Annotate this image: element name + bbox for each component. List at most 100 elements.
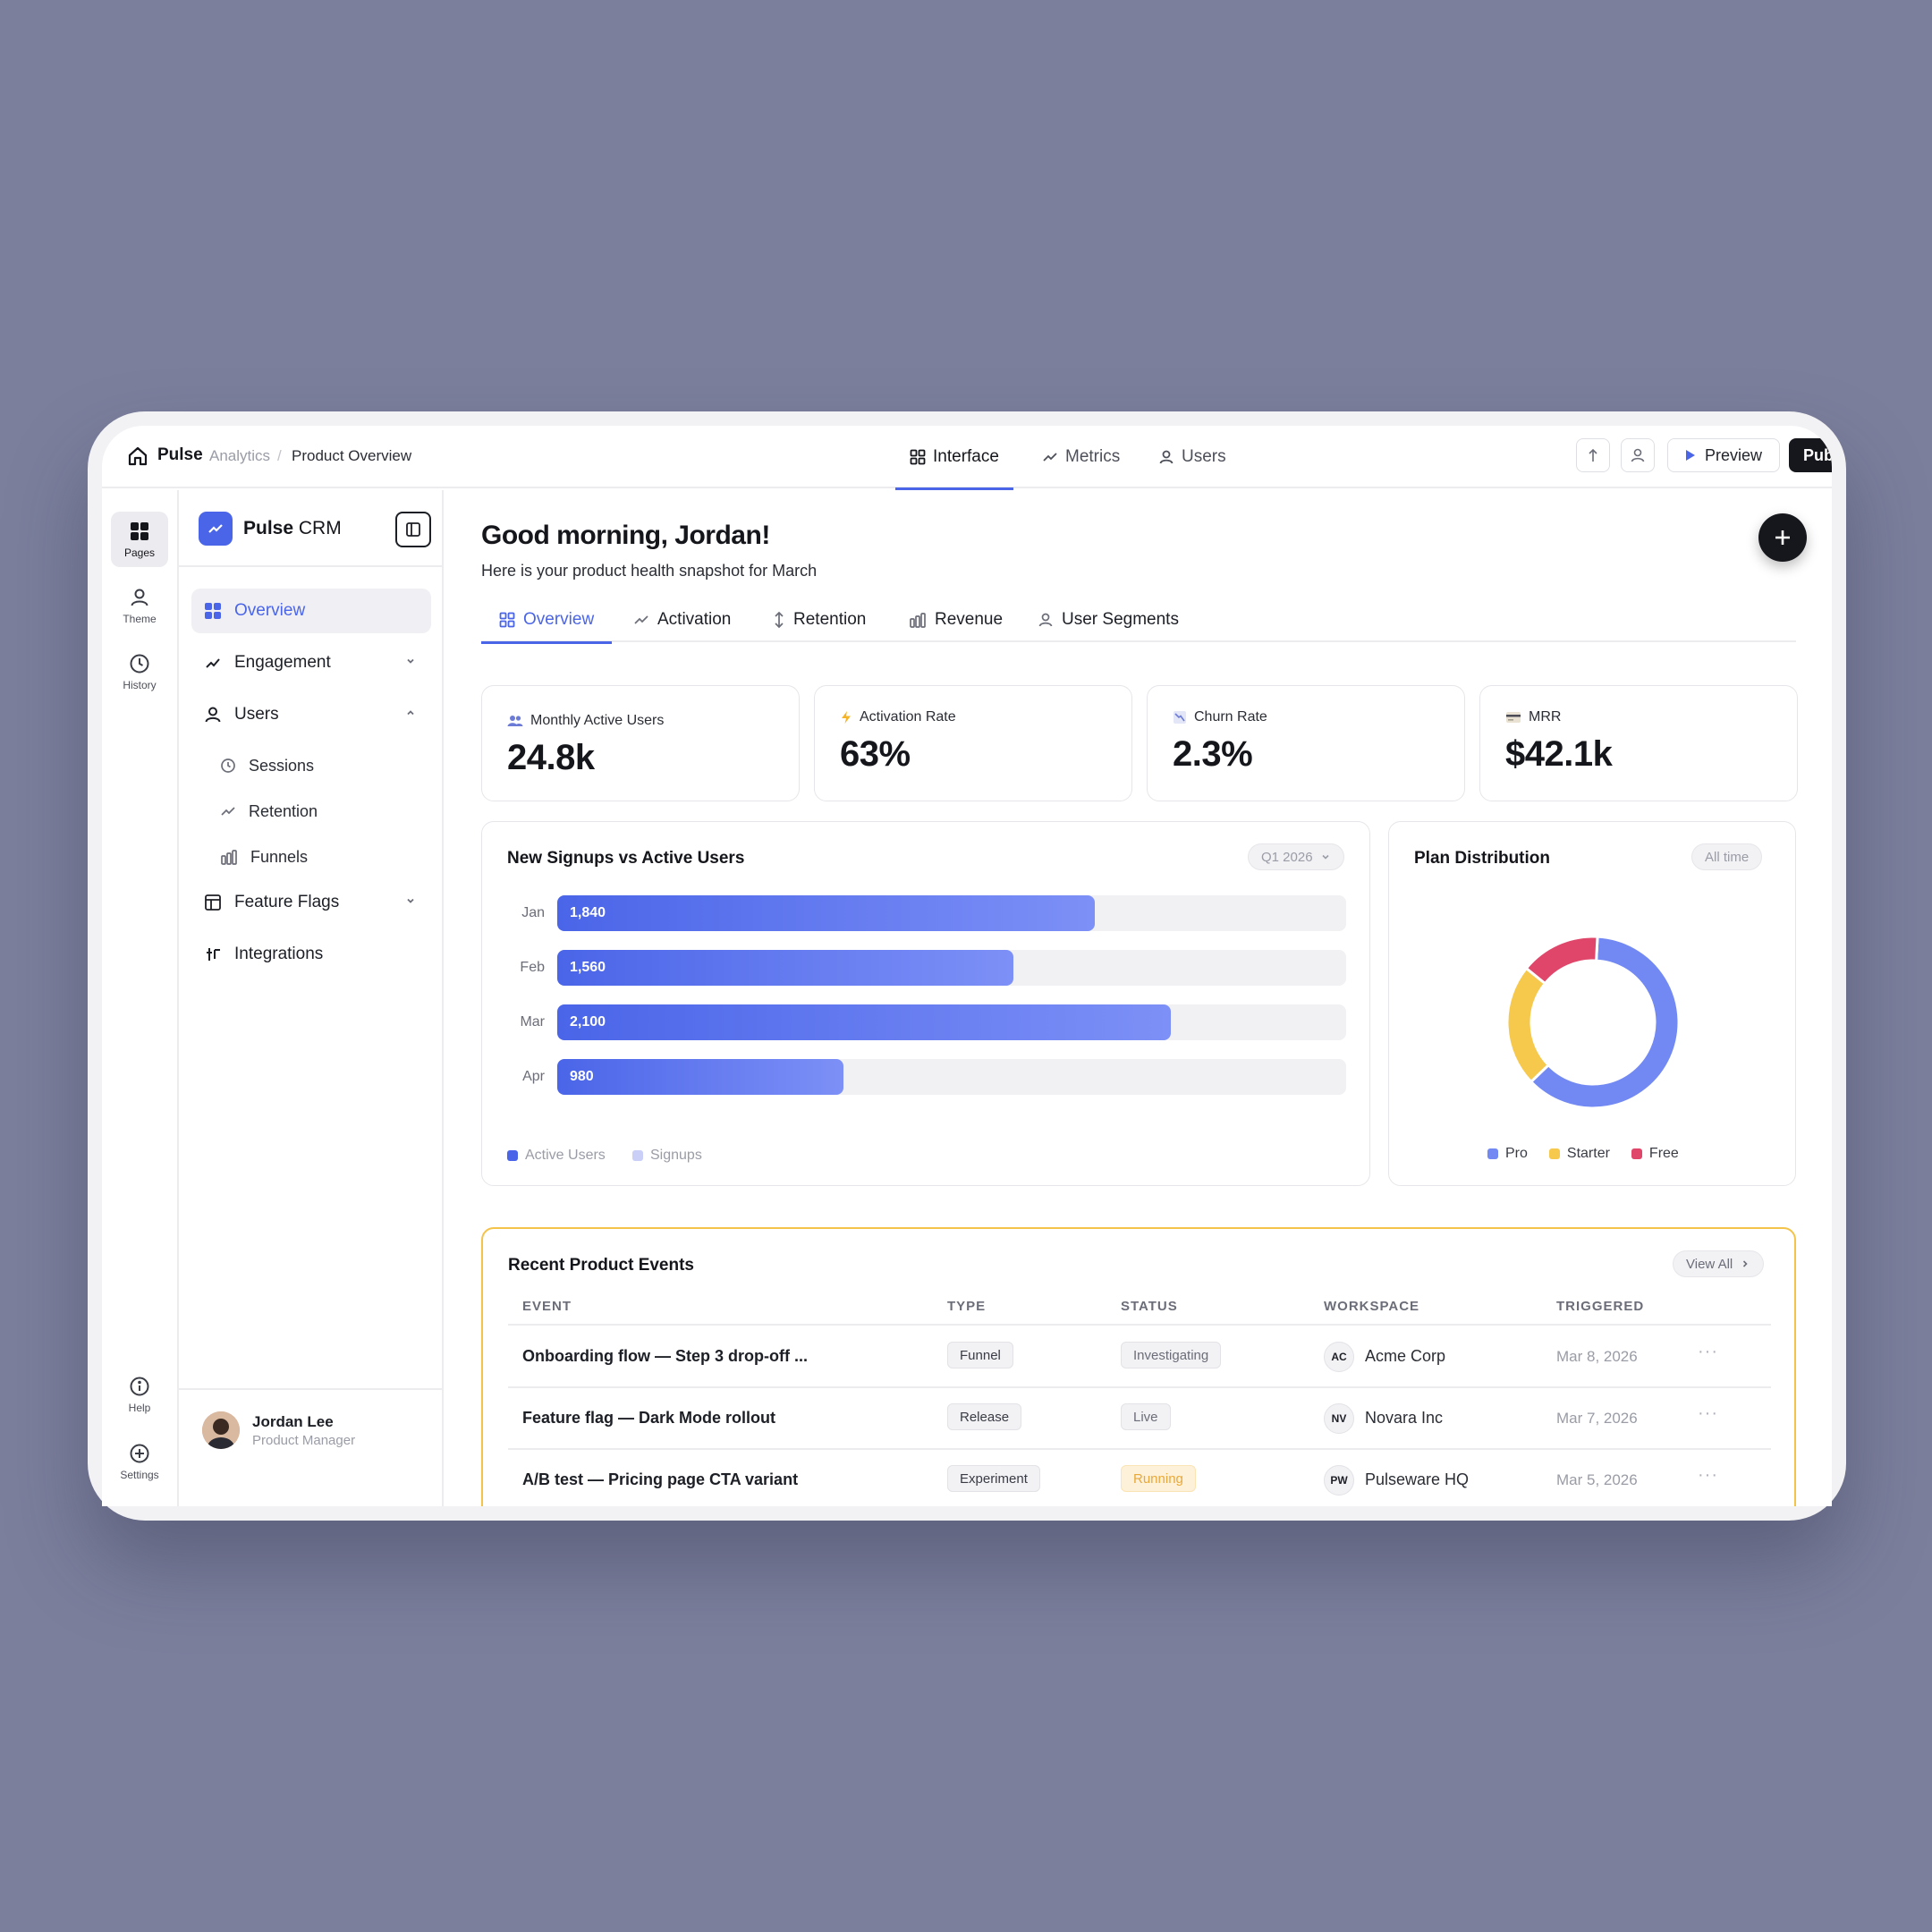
table-divider [508, 1386, 1771, 1388]
grid-icon [910, 449, 926, 465]
column-header-workspace[interactable]: WORKSPACE [1324, 1299, 1420, 1314]
account-button[interactable] [1621, 438, 1655, 472]
rail-label: History [123, 678, 157, 691]
tab-label: Revenue [935, 610, 1004, 629]
donut-slice-starter[interactable] [1505, 966, 1551, 1084]
sidebar-item-integrations[interactable]: Integrations [191, 932, 431, 977]
bar-apr[interactable]: 980 [557, 1059, 843, 1095]
breadcrumb-analytics[interactable]: Analytics [209, 447, 271, 464]
tab-revenue[interactable]: Revenue [909, 597, 1003, 642]
add-button[interactable] [1758, 513, 1807, 562]
table-row[interactable]: Onboarding flow — Step 3 drop-off ... Fun… [508, 1326, 1771, 1386]
trend-icon [221, 807, 235, 816]
chart-down-icon [1174, 711, 1186, 724]
top-tab-label: Users [1182, 447, 1226, 466]
bar-category-label: Jan [521, 905, 545, 920]
kpi-label-text: Churn Rate [1194, 709, 1267, 724]
period-pill[interactable]: All time [1691, 843, 1763, 870]
legend-swatch [1548, 1148, 1560, 1159]
collapse-sidebar-button[interactable] [395, 512, 431, 547]
grid-icon [205, 603, 221, 619]
more-options-icon[interactable]: ··· [1698, 1465, 1718, 1485]
tab-activation[interactable]: Activation [633, 597, 731, 642]
workspace-initials: AC [1324, 1342, 1354, 1372]
bar-jan[interactable]: 1,840 [557, 895, 1095, 931]
chart-title: Plan Distribution [1414, 849, 1550, 868]
brand-name[interactable]: Pulse [157, 445, 203, 464]
legend-free: Free [1631, 1146, 1679, 1162]
preview-button[interactable]: Preview [1667, 438, 1780, 472]
top-tab-metrics[interactable]: Metrics [1042, 426, 1120, 488]
section-tabs: Overview Activation Retention Revenue Us… [481, 597, 1796, 644]
more-options-icon[interactable]: ··· [1698, 1403, 1718, 1423]
view-all-button[interactable]: View All [1673, 1250, 1765, 1277]
active-tab-underline [481, 641, 613, 644]
sidebar-subitem-sessions[interactable]: Sessions [220, 748, 314, 784]
user-role: Product Manager [252, 1433, 356, 1448]
rail-history[interactable]: History [111, 644, 168, 699]
table-row[interactable]: A/B test — Pricing page CTA variant Exper… [508, 1449, 1771, 1506]
sidebar-item-users[interactable]: Users [191, 692, 431, 737]
avatar[interactable] [202, 1411, 240, 1449]
chart-title: New Signups vs Active Users [507, 849, 745, 868]
tab-label: User Segments [1062, 610, 1179, 629]
kpi-label-text: MRR [1529, 709, 1562, 724]
avatar-image [202, 1411, 240, 1449]
legend-label: Starter [1566, 1146, 1610, 1161]
status-badge: Investigating [1121, 1342, 1222, 1368]
donut-slice-pro[interactable] [1529, 935, 1681, 1110]
tab-retention[interactable]: Retention [773, 597, 866, 642]
app-window: Pulse Analytics / Product Overview Inter… [102, 426, 1832, 1506]
column-header-type[interactable]: TYPE [947, 1299, 987, 1314]
bar-chart-icon [910, 613, 926, 628]
column-header-event[interactable]: EVENT [522, 1299, 572, 1314]
user-icon [1038, 613, 1053, 627]
bar-mar[interactable]: 2,100 [557, 1004, 1171, 1040]
rail-help[interactable]: Help [111, 1367, 168, 1422]
table-row[interactable]: Feature flag — Dark Mode rollout Release L… [508, 1387, 1771, 1448]
card-icon [1506, 712, 1521, 723]
share-button[interactable] [1576, 438, 1610, 472]
top-tab-interface[interactable]: Interface [895, 426, 1013, 490]
chevron-right-icon [1743, 1260, 1748, 1267]
donut-slice-free[interactable] [1524, 935, 1599, 986]
kpi-card-churn: Churn Rate 2.3% [1147, 685, 1465, 801]
user-name: Jordan Lee [252, 1413, 334, 1430]
period-dropdown[interactable]: Q1 2026 [1248, 843, 1344, 870]
arrows-vertical-icon [775, 611, 784, 629]
workspace-name: Pulseware HQ [1365, 1470, 1470, 1488]
bar-feb[interactable]: 1,560 [557, 950, 1013, 986]
clock-icon [130, 654, 149, 673]
sidebar: Pulse CRM Overview Engagement Users Sess… [179, 490, 444, 1506]
sidebar-item-feature-flags[interactable]: Feature Flags [191, 880, 431, 925]
rail-settings[interactable]: Settings [111, 1434, 168, 1489]
main-content: Good morning, Jordan! Here is your produ… [445, 490, 1832, 1506]
tab-user-segments[interactable]: User Segments [1038, 597, 1179, 642]
kpi-card-activation: Activation Rate 63% [814, 685, 1132, 801]
top-tab-users[interactable]: Users [1158, 426, 1226, 488]
workspace-name: Acme Corp [1365, 1347, 1446, 1365]
bar-value-label: 2,100 [570, 1014, 606, 1030]
rail-theme[interactable]: Theme [111, 578, 168, 633]
rail-pages[interactable]: Pages [111, 512, 168, 567]
more-options-icon[interactable]: ··· [1698, 1342, 1718, 1361]
sidebar-item-engagement[interactable]: Engagement [191, 640, 431, 685]
grid-icon [499, 612, 515, 628]
tab-overview[interactable]: Overview [481, 597, 613, 644]
home-icon[interactable] [127, 445, 148, 467]
rail-label: Pages [123, 546, 156, 559]
column-header-triggered[interactable]: TRIGGERED [1556, 1299, 1645, 1314]
publish-button[interactable]: Publish [1789, 438, 1832, 472]
active-tab-underline [895, 487, 1013, 490]
page-title: Good morning, Jordan! [481, 521, 770, 550]
sidebar-item-label: Integrations [234, 945, 324, 963]
status-badge: Live [1121, 1403, 1171, 1430]
sidebar-subitem-funnels[interactable]: Funnels [220, 839, 308, 875]
sidebar-item-overview[interactable]: Overview [191, 589, 431, 633]
upload-icon [1589, 448, 1597, 462]
sidebar-subitem-retention[interactable]: Retention [220, 793, 318, 829]
type-tag: Release [947, 1403, 1022, 1430]
signups-chart-card: New Signups vs Active Users Q1 2026 Jan 1… [481, 821, 1370, 1186]
column-header-status[interactable]: STATUS [1121, 1299, 1178, 1314]
table-divider [508, 1324, 1771, 1326]
